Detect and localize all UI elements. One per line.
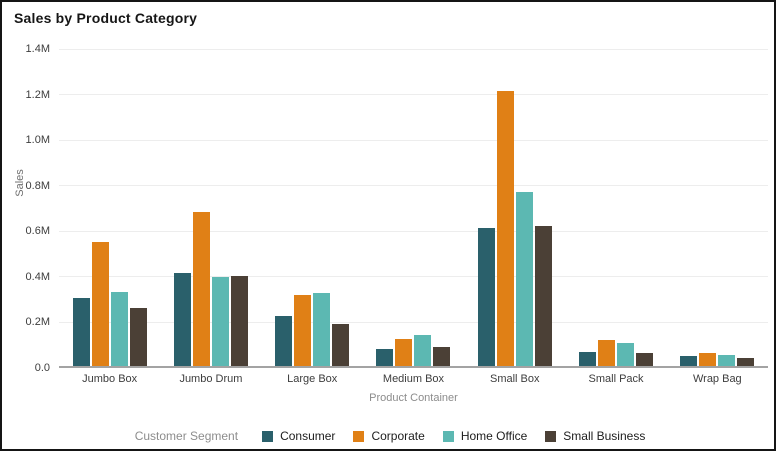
gridline — [59, 139, 768, 141]
bar-consumer[interactable] — [579, 352, 597, 366]
chart-title: Sales by Product Category — [14, 10, 198, 26]
bar-small-business[interactable] — [636, 353, 654, 366]
gridline — [59, 276, 768, 278]
bar-home-office[interactable] — [414, 335, 432, 366]
y-tick-label: 0.2M — [25, 316, 50, 329]
bar-consumer[interactable] — [173, 272, 191, 366]
bar-consumer[interactable] — [275, 315, 293, 366]
bar-home-office[interactable] — [515, 191, 533, 366]
y-tick-label: 0.6M — [25, 225, 50, 238]
bar-home-office[interactable] — [211, 277, 229, 366]
bar-groups — [59, 49, 768, 366]
bar-small-business[interactable] — [332, 323, 350, 366]
bar-small-business[interactable] — [737, 358, 755, 366]
x-tick-label: Large Box — [287, 373, 338, 385]
gridline — [59, 94, 768, 96]
gridline — [59, 185, 768, 187]
bar-corporate[interactable] — [192, 212, 210, 366]
bar-consumer[interactable] — [376, 348, 394, 366]
legend-swatch-icon — [545, 430, 557, 442]
y-tick-label: 1.4M — [25, 43, 50, 55]
legend-items: Consumer Corporate Home Office Small Busine… — [262, 429, 645, 443]
legend-swatch-icon — [442, 430, 454, 442]
bar-small-business[interactable] — [230, 276, 248, 366]
bar-corporate[interactable] — [496, 91, 514, 366]
y-tick-label: 0.8M — [25, 179, 50, 192]
legend-title: Customer Segment — [134, 429, 239, 443]
bar-group-medium-box — [363, 49, 464, 366]
x-axis-title: Product Container — [369, 392, 458, 404]
bar-home-office[interactable] — [617, 343, 635, 366]
bar-group-large-box — [262, 49, 363, 366]
y-tick-label: 1.0M — [25, 134, 50, 147]
legend-item-small-business[interactable]: Small Business — [545, 429, 645, 443]
gridline — [59, 230, 768, 232]
bar-small-business[interactable] — [433, 346, 451, 366]
legend-label: Consumer — [280, 429, 336, 443]
y-tick-label: 1.2M — [25, 88, 50, 101]
bar-corporate[interactable] — [91, 241, 109, 366]
legend-item-home-office[interactable]: Home Office — [442, 429, 528, 443]
x-tick-label: Jumbo Drum — [179, 373, 243, 385]
legend-swatch-icon — [353, 430, 365, 442]
x-tick-label: Wrap Bag — [692, 373, 742, 385]
bar-corporate[interactable] — [598, 339, 616, 366]
x-tick-label: Jumbo Box — [82, 373, 138, 385]
gridline — [59, 48, 768, 50]
legend-label: Small Business — [563, 429, 646, 443]
bar-group-wrap-bag — [667, 49, 768, 366]
legend-label: Corporate — [371, 429, 425, 443]
bar-corporate[interactable] — [294, 295, 312, 366]
x-axis-ticks: Jumbo Box Jumbo Drum Large Box Medium Box Sm… — [59, 373, 768, 385]
bar-home-office[interactable] — [110, 291, 128, 366]
legend-label: Home Office — [460, 429, 528, 443]
legend: Customer Segment Consumer Corporate Home O… — [2, 426, 774, 446]
bar-home-office[interactable] — [718, 354, 736, 366]
legend-item-consumer[interactable]: Consumer — [262, 429, 335, 443]
bar-consumer[interactable] — [72, 297, 90, 366]
bar-small-business[interactable] — [534, 225, 552, 366]
legend-item-corporate[interactable]: Corporate — [353, 429, 425, 443]
x-tick-label: Small Pack — [588, 373, 644, 385]
gridline — [59, 321, 768, 323]
y-tick-label: 0.0 — [34, 362, 50, 374]
plot-area — [59, 48, 768, 368]
bar-consumer[interactable] — [477, 228, 495, 366]
bar-group-jumbo-box — [59, 49, 160, 366]
x-tick-label: Medium Box — [382, 373, 445, 385]
y-tick-label: 0.4M — [25, 270, 50, 283]
bar-consumer[interactable] — [680, 355, 698, 366]
bar-group-small-pack — [565, 49, 666, 366]
bar-group-jumbo-drum — [160, 49, 261, 366]
bar-corporate[interactable] — [395, 338, 413, 366]
x-tick-label: Small Box — [490, 373, 540, 385]
bar-group-small-box — [464, 49, 565, 366]
bar-small-business[interactable] — [129, 307, 147, 366]
bar-home-office[interactable] — [313, 293, 331, 366]
legend-swatch-icon — [262, 430, 274, 442]
bar-corporate[interactable] — [699, 353, 717, 366]
